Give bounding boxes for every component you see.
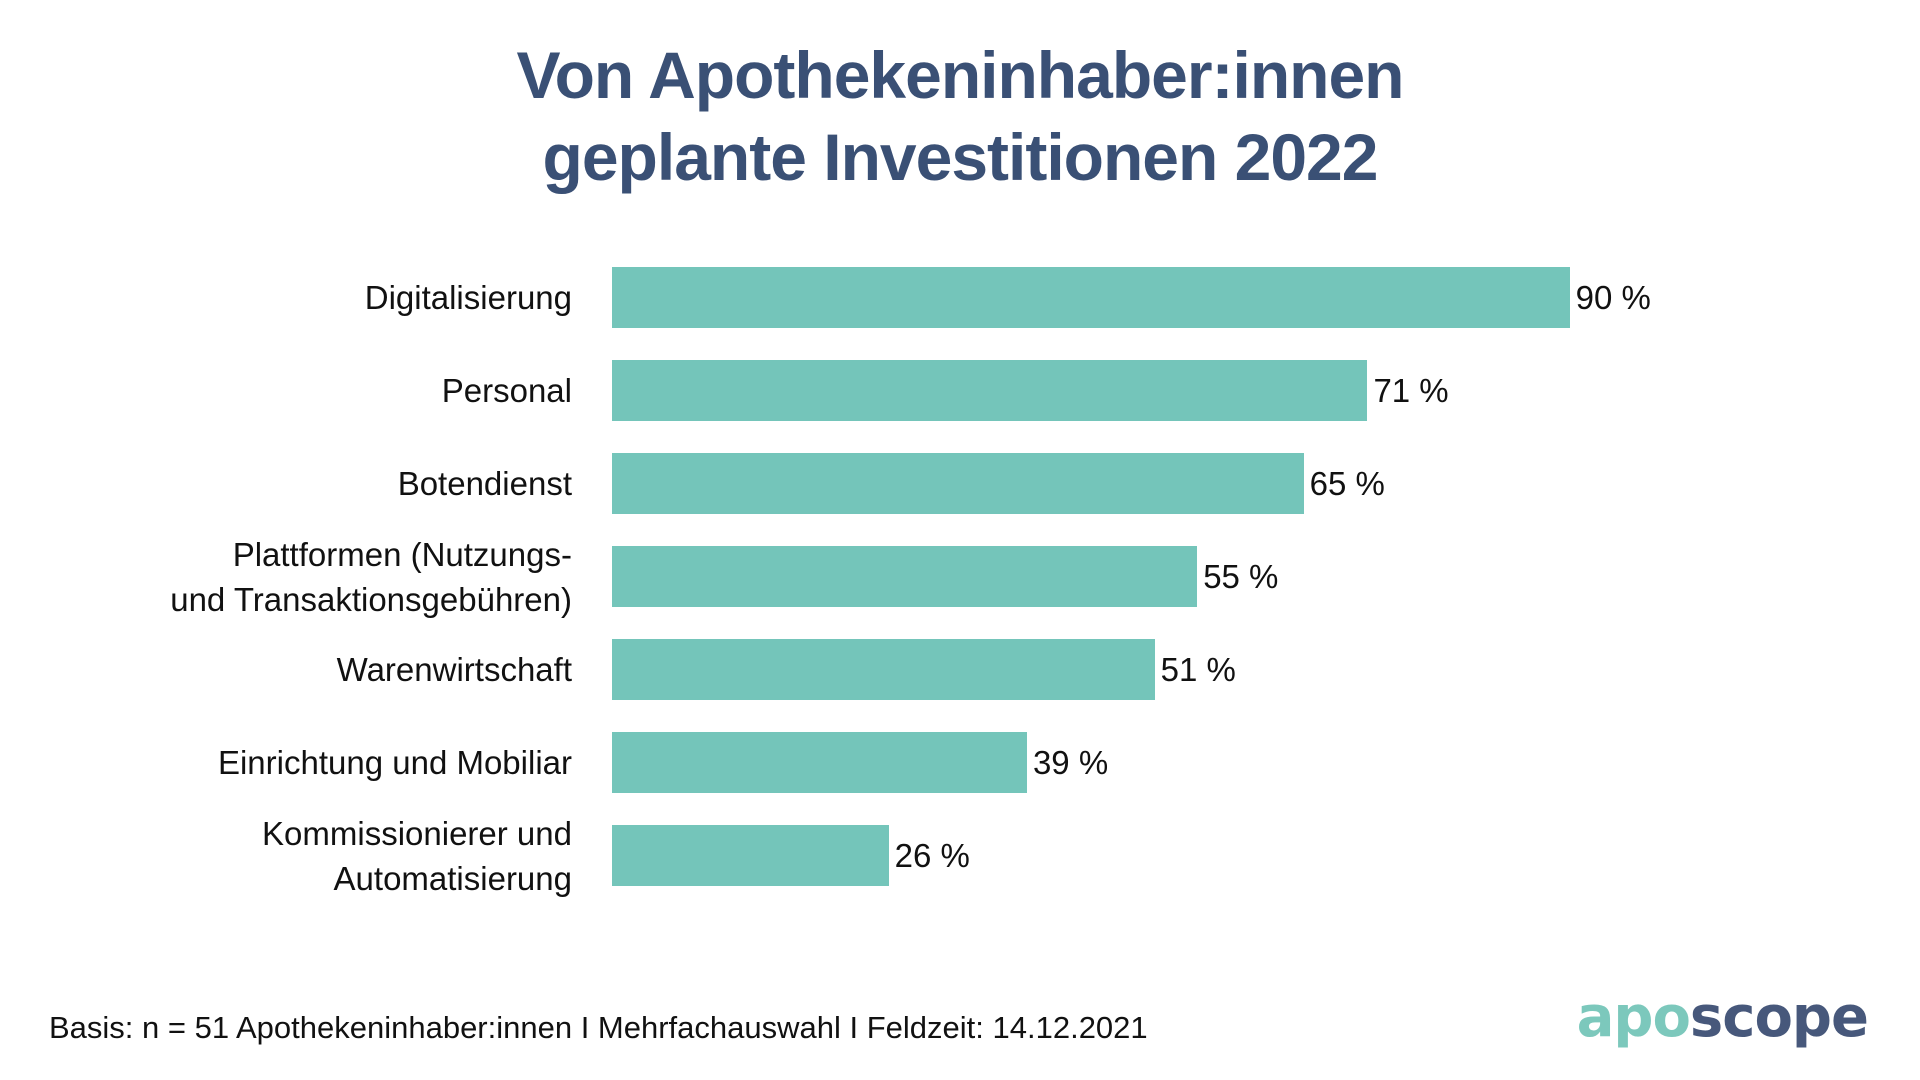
bar-row-digitalisierung: Digitalisierung 90 % bbox=[0, 251, 1920, 344]
category-label: Botendienst bbox=[397, 465, 572, 502]
bar bbox=[612, 546, 1198, 607]
value-label: 55 % bbox=[1203, 557, 1279, 595]
bar bbox=[612, 360, 1368, 421]
bar bbox=[612, 639, 1155, 700]
bar-track: 90 % bbox=[612, 267, 1676, 328]
bar-track: 65 % bbox=[612, 453, 1676, 514]
value-label: 71 % bbox=[1373, 371, 1449, 409]
source-note: Basis: n = 51 Apothekeninhaber:innen I M… bbox=[49, 1010, 1148, 1045]
bar-track: 26 % bbox=[612, 825, 1676, 886]
value-label: 90 % bbox=[1575, 278, 1651, 316]
bar-chart: Digitalisierung 90 % Personal 71 % Boten… bbox=[0, 251, 1920, 902]
bar bbox=[612, 267, 1570, 328]
category-label: Kommissionierer und Automatisierung bbox=[262, 814, 572, 897]
bar-row-warenwirtschaft: Warenwirtschaft 51 % bbox=[0, 623, 1920, 716]
bar bbox=[612, 825, 889, 886]
category-label: Digitalisierung bbox=[364, 279, 572, 316]
logo-part-apo: apo bbox=[1576, 985, 1691, 1050]
bar bbox=[612, 453, 1304, 514]
value-label: 26 % bbox=[894, 836, 970, 874]
bar-track: 51 % bbox=[612, 639, 1676, 700]
logo-part-scope: scope bbox=[1689, 985, 1869, 1050]
value-label: 39 % bbox=[1032, 743, 1109, 781]
aposcope-logo: aposcope bbox=[1576, 985, 1869, 1050]
category-label: Plattformen (Nutzungs- und Transaktionsg… bbox=[170, 535, 572, 618]
chart-title-line1: Von Apothekeninhaber:innen bbox=[516, 38, 1404, 112]
category-label: Einrichtung und Mobiliar bbox=[217, 744, 572, 781]
bar-track: 55 % bbox=[612, 546, 1676, 607]
bar bbox=[612, 732, 1027, 793]
bar-row-personal: Personal 71 % bbox=[0, 344, 1920, 437]
bar-track: 71 % bbox=[612, 360, 1676, 421]
value-label: 51 % bbox=[1160, 650, 1236, 688]
category-label: Warenwirtschaft bbox=[336, 651, 572, 688]
bar-row-kommissionierer: Kommissionierer und Automatisierung 26 % bbox=[0, 809, 1920, 902]
value-label: 65 % bbox=[1309, 464, 1385, 502]
chart-title: Von Apothekeninhaber:innen geplante Inve… bbox=[0, 34, 1920, 198]
bar-row-einrichtung: Einrichtung und Mobiliar 39 % bbox=[0, 716, 1920, 809]
category-label: Personal bbox=[441, 372, 572, 409]
chart-title-line2: geplante Investitionen 2022 bbox=[542, 120, 1379, 194]
bar-track: 39 % bbox=[612, 732, 1676, 793]
bar-row-botendienst: Botendienst 65 % bbox=[0, 437, 1920, 530]
bar-row-plattformen: Plattformen (Nutzungs- und Transaktionsg… bbox=[0, 530, 1920, 623]
